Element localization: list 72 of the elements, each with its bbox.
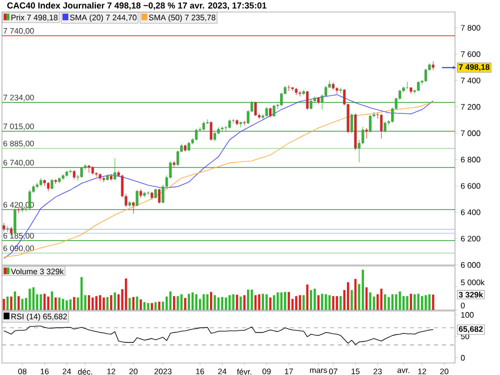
candlestick	[254, 101, 257, 116]
y-tick-label: 6 000	[461, 262, 480, 268]
ref-line-label: 7 015,00	[3, 124, 34, 130]
x-tick-label: 15	[352, 368, 360, 374]
candlestick	[72, 170, 76, 180]
legend-label: Prix 7 498,18	[11, 14, 58, 22]
candlestick	[6, 226, 9, 232]
candlestick	[188, 142, 190, 152]
y-tick-label: 6 200	[461, 236, 480, 242]
y-tick-label: 7 800	[461, 24, 480, 31]
candlestick	[154, 188, 157, 199]
text: 7 498,18	[458, 64, 490, 72]
candlestick	[80, 166, 83, 178]
chart-title: CAC40 Index Journalier 7 498,18 −0,28 % 17 avr. 2023, 17:35:01	[7, 2, 266, 10]
x-tick-label: mars	[310, 368, 328, 373]
candlestick	[158, 188, 161, 204]
y-tick-label: 7 200	[461, 104, 480, 110]
candlestick	[194, 128, 198, 141]
candlestick	[269, 107, 272, 118]
y-tick-label: 6 600	[461, 183, 480, 189]
candlestick	[114, 158, 116, 180]
legend-label: SMA (50) 7 235,78	[148, 14, 216, 22]
candlestick	[306, 90, 309, 110]
candlestick	[228, 119, 231, 129]
candlestick	[298, 90, 302, 97]
x-tick-label: 12	[107, 368, 116, 374]
y-tick-label: 0	[460, 355, 465, 361]
annotation: 3 329k	[458, 292, 484, 298]
x-tick-label: déc.	[78, 368, 92, 375]
candlestick	[368, 114, 372, 133]
x-tick-label: févr.	[236, 368, 252, 375]
candlestick	[336, 86, 338, 94]
candlestick	[88, 164, 90, 174]
candlestick	[14, 208, 16, 234]
y-tick-label: 0	[460, 302, 465, 308]
candlestick	[136, 190, 138, 207]
x-tick-label: 16	[40, 368, 49, 374]
candlestick	[362, 126, 364, 145]
x-tick-label: 24	[218, 368, 226, 374]
ref-line-label: 6 885,00	[3, 140, 34, 148]
x-tick-label: 08	[18, 368, 26, 374]
legend-label: SMA (20) 7 244,70	[70, 14, 137, 22]
x-tick-label: 16	[196, 368, 204, 374]
y-tick-label: 6 400	[461, 209, 480, 216]
x-tick-label: 07	[329, 368, 338, 374]
candlestick	[46, 182, 50, 192]
candlestick	[272, 104, 276, 118]
x-tick-label: 20	[129, 368, 138, 374]
ref-line-label: 7 740,00	[3, 28, 34, 35]
x-tick-label: 2023	[154, 368, 172, 374]
x-tick-label: 23	[374, 368, 382, 374]
y-tick-label: 5 000k	[460, 279, 485, 286]
x-tick-label: avr.	[397, 368, 410, 373]
x-tick-label: 09	[262, 368, 271, 374]
y-tick-label: 100	[461, 312, 474, 318]
y-tick-label: 7 600	[461, 51, 480, 57]
y-tick-label: 7 400	[461, 78, 480, 84]
x-tick-label: 17	[284, 368, 293, 374]
x-tick-label: 12	[418, 368, 426, 374]
annotation: 65,682	[458, 326, 483, 334]
x-tick-label: 24	[62, 368, 71, 374]
candlestick	[265, 106, 268, 118]
candlestick	[380, 114, 383, 139]
legend-label: RSI (14) 65,682	[11, 313, 67, 321]
candlestick	[210, 121, 212, 141]
candlestick	[202, 121, 206, 131]
ref-line-label: 6 740,00	[3, 160, 34, 166]
ref-line-label: 7 234,00	[3, 94, 34, 102]
legend-label: Volume 3 329k	[10, 268, 64, 274]
y-tick-label: 7 000	[461, 130, 480, 136]
y-tick-label: 6 800	[461, 156, 480, 162]
x-tick-label: 20	[440, 368, 448, 374]
